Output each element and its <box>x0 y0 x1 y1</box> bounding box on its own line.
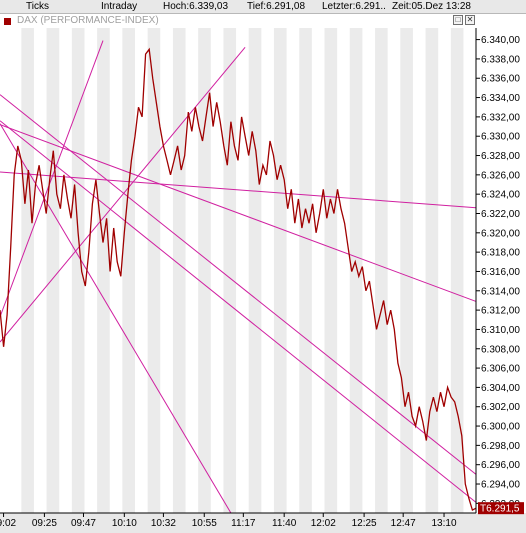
trend-line <box>0 47 246 343</box>
time-value: Zeit:05.Dez 13:28 <box>392 1 471 12</box>
y-tick-label: 6.294,00 <box>481 480 520 491</box>
high-value: Hoch:6.339,03 <box>163 1 229 12</box>
grid-band <box>425 28 439 513</box>
trend-line <box>0 123 232 514</box>
trend-lines <box>0 40 477 514</box>
vertical-bands <box>21 28 464 513</box>
y-tick-label: 6.338,00 <box>481 54 520 65</box>
x-tick-label: 12:25 <box>352 518 377 529</box>
y-tick-label: 6.334,00 <box>481 93 520 104</box>
y-tick-label: 6.308,00 <box>481 344 520 355</box>
x-tick-label: 10:55 <box>192 518 217 529</box>
index-title: DAX (PERFORMANCE-INDEX) <box>17 15 159 26</box>
y-tick-label: 6.332,00 <box>481 112 520 123</box>
grid-band <box>375 28 388 513</box>
x-tick-label: 13:10 <box>432 518 457 529</box>
trend-line <box>0 120 477 503</box>
y-tick-label: 6.340,00 <box>481 35 520 46</box>
x-tick-label: 11:17 <box>231 518 256 529</box>
x-tick-label: 12:47 <box>391 518 416 529</box>
y-tick-label: 6.300,00 <box>481 422 520 433</box>
close-icon[interactable]: ✕ <box>465 15 475 25</box>
chart-toolbar: Ticks Intraday Hoch:6.339,03 Tief:6.291,… <box>0 0 526 14</box>
x-axis: 09:02 09:25 09:47 10:10 10:32 10:55 11:17 11:40… <box>0 512 476 529</box>
y-tick-label: 6.322,00 <box>481 209 520 220</box>
restore-icon[interactable]: □ <box>453 15 463 25</box>
trend-line <box>0 171 477 209</box>
grid-band <box>349 28 363 513</box>
grid-band <box>97 28 110 513</box>
y-tick-label: 6.312,00 <box>481 306 520 317</box>
y-tick-label: 6.320,00 <box>481 228 520 239</box>
last-value-label: T6.291,5 <box>480 504 520 515</box>
y-tick-label: 6.310,00 <box>481 325 520 336</box>
last-value-badge <box>478 502 524 515</box>
last-price-marker: T6.291,5 <box>478 502 524 515</box>
last-value: Letzter:6.291.. <box>322 1 386 12</box>
grid-band <box>147 28 161 513</box>
x-tick-label: 09:47 <box>71 518 96 529</box>
x-tick-label: 09:25 <box>32 518 57 529</box>
y-tick-label: 6.296,00 <box>481 460 520 471</box>
intraday-tab[interactable]: Intraday <box>101 1 138 12</box>
series-color-swatch <box>4 18 11 25</box>
grid-band <box>21 28 34 513</box>
y-tick-label: 6.316,00 <box>481 267 520 278</box>
x-tick-label: 10:10 <box>112 518 137 529</box>
price-line <box>0 47 477 512</box>
grid-band <box>324 28 338 513</box>
x-tick-label: 12:02 <box>311 518 336 529</box>
y-tick-label: 6.302,00 <box>481 402 520 413</box>
y-tick-label: 6.314,00 <box>481 286 520 297</box>
grid-band <box>46 28 60 513</box>
grid-band <box>248 28 262 513</box>
time-axis-strip <box>0 513 526 533</box>
x-tick-label: 11:40 <box>272 518 297 529</box>
grid-band <box>122 28 136 513</box>
x-tick-label: 09:02 <box>0 518 16 529</box>
y-tick-label: 6.330,00 <box>481 132 520 143</box>
y-axis: 6.340,00 6.338,00 6.336,00 6.334,00 6.332,00… <box>475 28 520 513</box>
instrument-bar: DAX (PERFORMANCE-INDEX) <box>0 14 476 28</box>
grid-band <box>223 28 237 513</box>
y-tick-label: 6.306,00 <box>481 364 520 375</box>
y-tick-label: 6.318,00 <box>481 248 520 259</box>
y-tick-label: 6.298,00 <box>481 441 520 452</box>
grid-band <box>172 28 186 513</box>
grid-band <box>299 28 312 513</box>
trend-line <box>0 94 477 475</box>
y-tick-label: 6.328,00 <box>481 151 520 162</box>
trend-line <box>0 124 477 302</box>
grid-band <box>450 28 464 513</box>
y-tick-label: 6.324,00 <box>481 190 520 201</box>
ticks-tab[interactable]: Ticks <box>26 1 49 12</box>
y-tick-label: 6.304,00 <box>481 383 520 394</box>
low-value: Tief:6.291,08 <box>247 1 306 12</box>
x-tick-label: 10:32 <box>151 518 176 529</box>
y-tick-label: 6.326,00 <box>481 170 520 181</box>
grid-band <box>273 28 287 513</box>
grid-band <box>71 28 85 513</box>
trend-line <box>0 40 104 318</box>
grid-band <box>198 28 211 513</box>
y-tick-label: 6.336,00 <box>481 74 520 85</box>
grid-band <box>400 28 413 513</box>
